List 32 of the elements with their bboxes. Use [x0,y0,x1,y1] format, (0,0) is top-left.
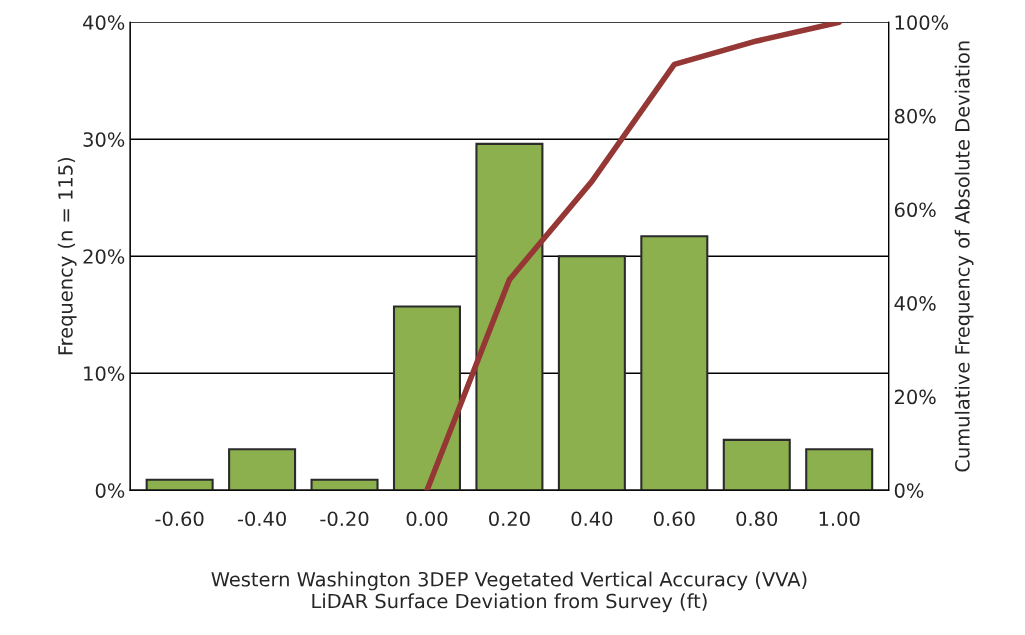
bar [310,478,379,491]
bar [722,438,791,491]
y-tick-label: 40% [83,15,125,30]
x-tick-label: -0.40 [237,511,286,527]
y2-axis-title: Cumulative Frequency of Absolute Deviation [954,41,974,472]
bar [475,142,544,491]
y2-tick-label: 100% [895,15,949,30]
x-tick-label: -0.60 [155,511,204,527]
x-tick-label: 1.00 [819,511,860,527]
bar [557,255,626,491]
y-tick-label: 0% [95,483,125,498]
y2-tick-label: 20% [894,389,936,405]
x-tick-label: 0.60 [653,511,695,527]
y2-tick-label: 60% [894,202,936,218]
y2-tick-label: 0% [894,483,924,498]
y-axis-title: Frequency (n = 115) [57,157,77,355]
bar [640,235,709,491]
x-tick-label: -0.20 [320,511,369,527]
bar [392,305,461,491]
y-tick-label: 10% [84,366,125,381]
x-axis-title: Western Washington 3DEP Vegetated Vertical Accuracy (VVA) LiDAR Surface Deviation from Survey (ft) [211,571,807,613]
y2-tick-label: 80% [894,108,936,124]
x-tick-label: 0.40 [571,511,613,527]
x-tick-label: 0.00 [406,511,448,527]
x-tick-label: 0.80 [736,511,778,527]
bar [145,478,214,491]
y-tick-label: 30% [83,132,125,147]
y-tick-label: 20% [83,249,125,264]
x-tick-label: 0.20 [489,511,530,527]
bar [228,448,297,491]
y2-tick-label: 40% [894,295,936,311]
bar [805,448,874,491]
